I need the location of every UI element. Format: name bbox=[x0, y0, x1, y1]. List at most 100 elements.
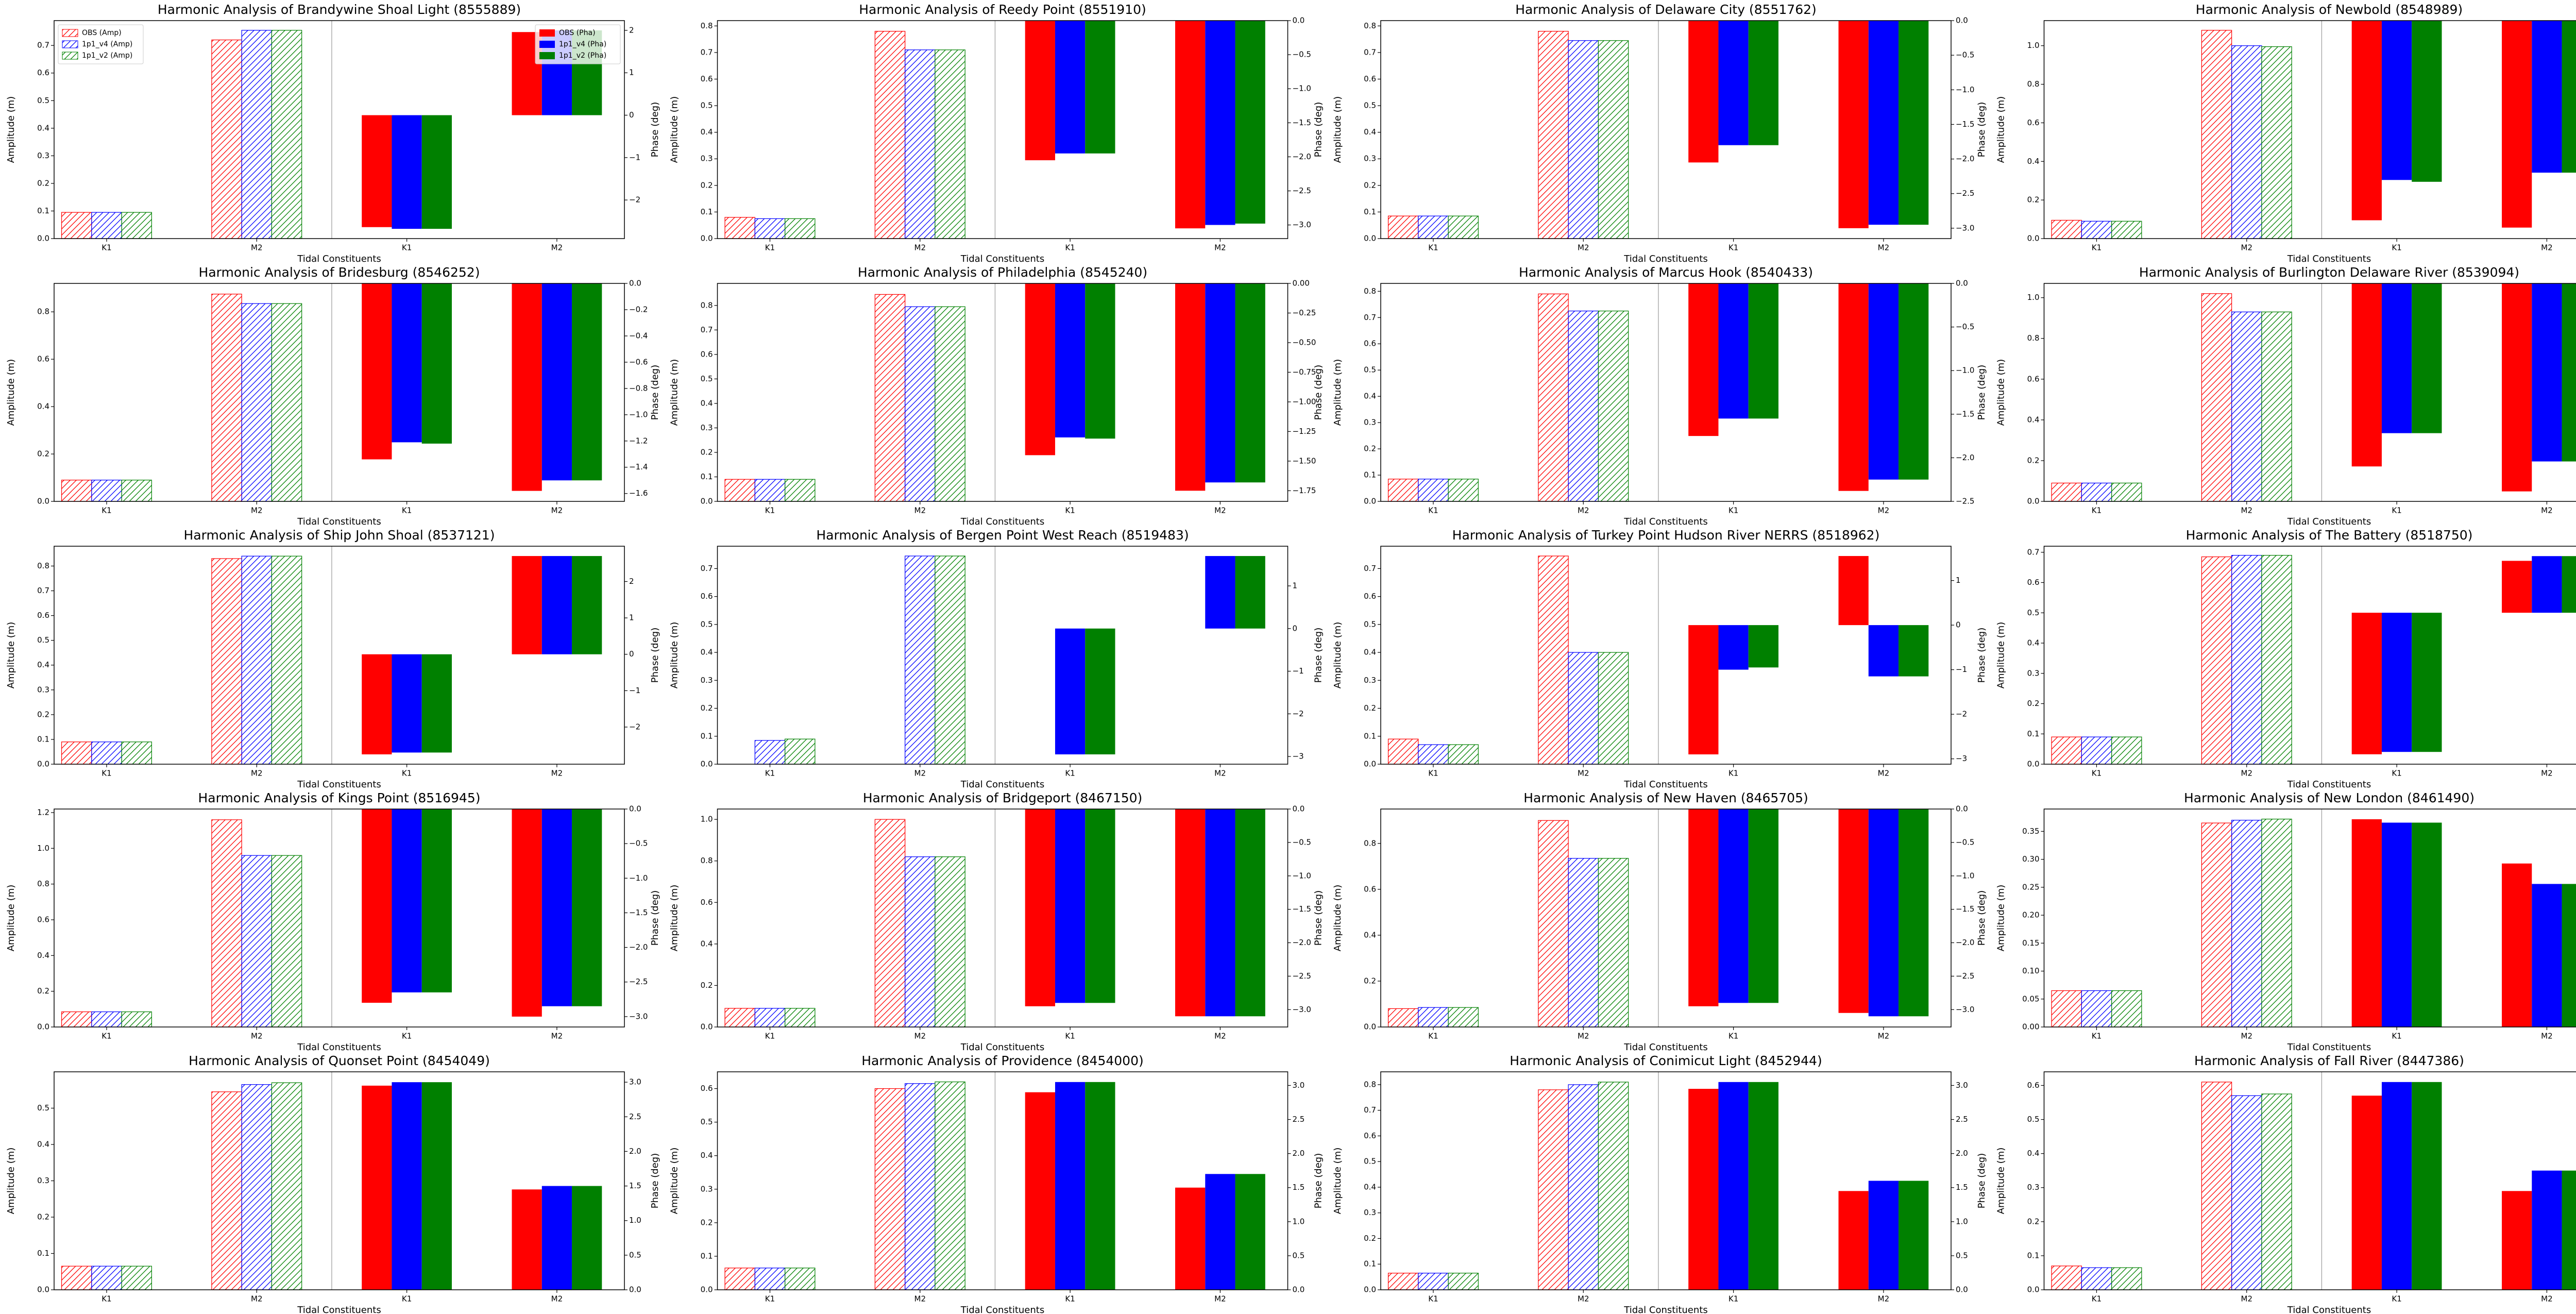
phase-bar bbox=[1205, 556, 1235, 629]
y2-tick-label: −1.5 bbox=[1293, 118, 1311, 127]
y2-tick-label: −3 bbox=[1293, 752, 1304, 761]
amplitude-bar bbox=[2261, 555, 2292, 765]
y2-tick-label: 0.0 bbox=[1956, 279, 1968, 288]
x-tick-label: M2 bbox=[2541, 769, 2553, 778]
amplitude-bar bbox=[724, 479, 755, 502]
y-tick-label: 0.8 bbox=[37, 879, 49, 888]
x-tick-label: K1 bbox=[765, 506, 775, 515]
x-tick-label: M2 bbox=[914, 243, 926, 252]
phase-bar bbox=[2381, 1082, 2412, 1290]
y-tick-label: 0.0 bbox=[37, 1285, 49, 1294]
amplitude-bar bbox=[241, 855, 273, 1027]
plot-frame bbox=[1380, 283, 1952, 502]
phase-bar bbox=[1085, 283, 1115, 439]
y2-tick-label: 2.5 bbox=[1956, 1115, 1968, 1124]
x-tick-label: M2 bbox=[2541, 1294, 2553, 1304]
y-tick-label: 0.6 bbox=[701, 349, 713, 359]
y-tick-label: 0.8 bbox=[2027, 333, 2040, 343]
amplitude-bar bbox=[1448, 215, 1479, 239]
y2-tick-label: 1 bbox=[629, 68, 634, 77]
y-tick-label: 0.7 bbox=[2027, 547, 2040, 557]
plot-frame bbox=[717, 546, 1289, 765]
amplitude-bar bbox=[1538, 31, 1569, 239]
x-axis-label: Tidal Constituents bbox=[960, 1042, 1044, 1053]
y-tick-label: 0.05 bbox=[2022, 994, 2039, 1003]
amplitude-bar bbox=[935, 306, 965, 502]
x-tick-label: K1 bbox=[765, 1294, 775, 1304]
x-tick-label: K1 bbox=[402, 506, 412, 515]
x-tick-label: K1 bbox=[2092, 506, 2102, 515]
x-axis-label: Tidal Constituents bbox=[2287, 254, 2371, 264]
amplitude-bar bbox=[2231, 1095, 2262, 1290]
y-tick-label: 0.8 bbox=[1364, 1080, 1376, 1089]
y-tick-label: 0.6 bbox=[1364, 884, 1376, 894]
y2-tick-label: −1.00 bbox=[1293, 397, 1316, 406]
x-axis-label: Tidal Constituents bbox=[297, 254, 381, 264]
phase-bar bbox=[1235, 1174, 1265, 1290]
phase-bar bbox=[1688, 809, 1719, 1006]
y-tick-label: 0.3 bbox=[2027, 1183, 2040, 1192]
chart-title: Harmonic Analysis of Turkey Point Hudson… bbox=[1452, 528, 1880, 543]
y-tick-label: 0.8 bbox=[2027, 79, 2040, 89]
chart-panel: Harmonic Analysis of Bergen Point West R… bbox=[669, 528, 1324, 790]
y-tick-label: 0.6 bbox=[37, 68, 49, 77]
y2-tick-label: −1 bbox=[1956, 665, 1967, 674]
y-tick-label: 0.7 bbox=[37, 41, 49, 50]
amplitude-bar bbox=[2081, 736, 2112, 765]
x-tick-label: M2 bbox=[1878, 506, 1890, 515]
amplitude-bar bbox=[2051, 220, 2082, 239]
plot-frame bbox=[2043, 1071, 2576, 1290]
phase-bar bbox=[2381, 613, 2412, 752]
y2-tick-label: 0.5 bbox=[1956, 1251, 1968, 1260]
y-tick-label: 0.0 bbox=[1364, 1285, 1376, 1294]
x-tick-label: K1 bbox=[1728, 243, 1738, 252]
y-axis-label: Amplitude (m) bbox=[669, 885, 680, 952]
amplitude-bar bbox=[2111, 1267, 2142, 1290]
y2-tick-label: −2 bbox=[1293, 709, 1304, 718]
x-tick-label: M2 bbox=[1578, 1294, 1589, 1304]
y-tick-label: 0.5 bbox=[37, 635, 49, 645]
y2-axis-label: Phase (deg) bbox=[650, 890, 660, 946]
y2-axis-label: Phase (deg) bbox=[650, 1153, 660, 1208]
y-tick-label: 0.1 bbox=[37, 206, 49, 215]
phase-bar bbox=[2562, 21, 2576, 173]
y-tick-label: 0.5 bbox=[1364, 365, 1376, 375]
x-tick-label: M2 bbox=[1878, 769, 1890, 778]
phase-bar bbox=[541, 809, 572, 1006]
y2-tick-label: −1.0 bbox=[1956, 366, 1974, 375]
amplitude-bar bbox=[2231, 820, 2262, 1027]
x-tick-label: K1 bbox=[1065, 769, 1075, 778]
amplitude-bar bbox=[2051, 482, 2082, 502]
amplitude-bar bbox=[1387, 1008, 1419, 1027]
amplitude-bar bbox=[784, 479, 816, 502]
y-tick-label: 0.5 bbox=[1364, 101, 1376, 110]
x-axis-label: Tidal Constituents bbox=[960, 779, 1044, 790]
phase-bar bbox=[1025, 21, 1055, 160]
y2-axis-label: Phase (deg) bbox=[1976, 628, 1987, 683]
x-tick-label: K1 bbox=[2392, 506, 2401, 515]
legend-box bbox=[58, 24, 144, 64]
y-tick-label: 0.35 bbox=[2022, 827, 2039, 836]
y-tick-label: 0.0 bbox=[37, 234, 49, 243]
phase-bar bbox=[421, 654, 452, 753]
y-tick-label: 0.2 bbox=[1364, 444, 1376, 453]
x-axis-label: Tidal Constituents bbox=[2287, 1305, 2371, 1314]
phase-bar bbox=[362, 115, 392, 227]
x-tick-label: K1 bbox=[2092, 243, 2102, 252]
y2-tick-label: 3.0 bbox=[1956, 1081, 1968, 1090]
chart-title: Harmonic Analysis of Providence (8454000… bbox=[861, 1053, 1144, 1068]
y2-tick-label: 1.5 bbox=[1293, 1183, 1305, 1192]
amplitude-bar bbox=[1568, 40, 1599, 239]
amplitude-bar bbox=[1568, 1084, 1599, 1290]
phase-bar bbox=[1748, 1082, 1778, 1290]
phase-bar bbox=[1868, 283, 1899, 480]
phase-bar bbox=[421, 1082, 452, 1290]
y-tick-label: 0.4 bbox=[701, 398, 713, 408]
chart-panel: Harmonic Analysis of Turkey Point Hudson… bbox=[1332, 528, 1987, 790]
amplitude-bar bbox=[874, 31, 906, 239]
amplitude-bar bbox=[1387, 215, 1419, 239]
amplitude-bar bbox=[241, 555, 273, 765]
x-axis-label: Tidal Constituents bbox=[1623, 254, 1707, 264]
